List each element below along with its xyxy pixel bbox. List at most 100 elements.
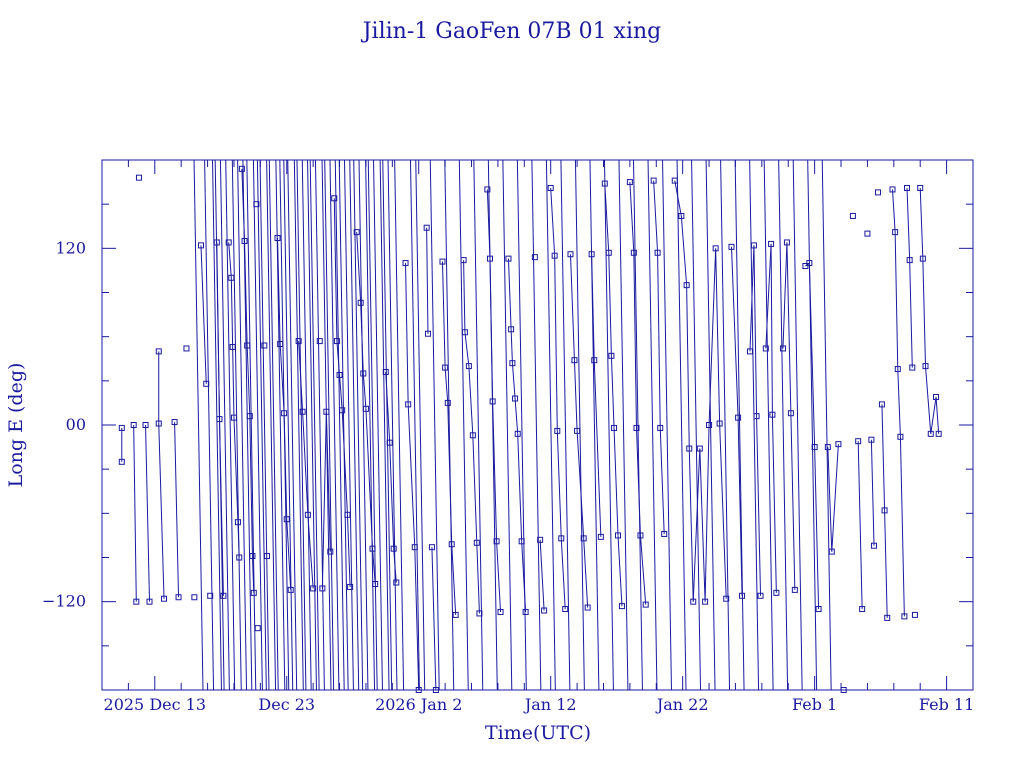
track-segment — [259, 160, 270, 690]
data-point — [250, 589, 257, 596]
marker-connector — [891, 189, 896, 233]
marker-connector — [899, 436, 905, 617]
track-segment — [283, 160, 294, 690]
marker-connector — [241, 168, 246, 241]
data-point — [917, 184, 924, 191]
data-point — [411, 544, 418, 551]
marker-connector — [476, 542, 480, 614]
data-point — [909, 364, 916, 371]
data-point — [155, 420, 162, 427]
marker-connector — [560, 538, 566, 610]
data-point — [580, 535, 587, 542]
data-point — [881, 507, 888, 514]
data-point — [357, 299, 364, 306]
data-point — [283, 516, 290, 523]
marker-connector — [393, 548, 397, 583]
track-segment — [516, 160, 527, 690]
marker-connector — [244, 240, 248, 346]
track-segment — [293, 160, 304, 690]
data-point — [304, 511, 311, 518]
marker-connector — [827, 447, 833, 552]
track-segment — [382, 160, 393, 690]
data-point — [769, 411, 776, 418]
marker-connector — [230, 277, 234, 347]
data-point — [369, 545, 376, 552]
marker-connector — [715, 248, 721, 424]
data-point — [241, 237, 248, 244]
track-segment — [821, 160, 832, 690]
data-point — [554, 427, 561, 434]
data-point — [333, 338, 340, 345]
data-point — [486, 255, 493, 262]
data-point — [783, 239, 790, 246]
track-segment — [365, 160, 376, 690]
data-point — [897, 433, 904, 440]
data-point — [868, 436, 875, 443]
marker-connector — [356, 232, 362, 303]
marker-connector — [333, 198, 338, 342]
marker-connector — [719, 423, 727, 599]
marker-connector — [389, 442, 395, 549]
data-point — [327, 548, 334, 555]
data-point — [213, 239, 220, 246]
track-segment — [647, 160, 658, 690]
data-point — [146, 598, 153, 605]
data-point — [716, 420, 723, 427]
data-point — [135, 174, 142, 181]
data-point — [753, 413, 760, 420]
marker-connector — [218, 419, 224, 596]
data-point — [531, 254, 538, 261]
data-point — [815, 606, 822, 613]
data-point — [618, 603, 625, 610]
marker-connector — [341, 410, 348, 515]
data-point — [175, 594, 182, 601]
marker-connector — [517, 433, 523, 542]
data-point — [728, 243, 735, 250]
data-point — [442, 364, 449, 371]
data-point — [889, 186, 896, 193]
data-point — [249, 553, 256, 560]
marker-connector — [657, 252, 661, 428]
data-point — [597, 533, 604, 540]
marker-connector — [573, 360, 578, 431]
data-point — [864, 230, 871, 237]
marker-connector — [770, 243, 773, 415]
marker-connector — [576, 430, 585, 539]
data-point — [336, 371, 343, 378]
track-segment — [256, 160, 267, 690]
data-point — [702, 598, 709, 605]
data-point — [806, 260, 813, 267]
data-point — [390, 545, 397, 552]
marker-connector — [604, 183, 610, 253]
data-point — [316, 338, 323, 345]
data-point — [551, 252, 558, 259]
marker-connector — [492, 401, 498, 542]
data-point — [261, 342, 268, 349]
data-point — [299, 408, 306, 415]
data-point — [706, 422, 713, 428]
marker-connector — [486, 189, 491, 259]
marker-connector — [556, 430, 562, 539]
track-segment — [720, 160, 731, 690]
track-segment — [193, 160, 204, 690]
marker-connector — [659, 427, 665, 534]
track-segment — [204, 160, 215, 690]
track-lines — [121, 160, 940, 690]
data-point — [339, 407, 346, 414]
marker-connector — [277, 238, 281, 345]
track-segment — [287, 160, 298, 690]
data-point — [849, 212, 856, 219]
data-point — [750, 242, 757, 249]
data-point — [236, 554, 243, 561]
marker-connector — [362, 373, 367, 409]
data-point — [319, 585, 326, 592]
data-point — [493, 538, 500, 545]
y-tick-label: 00 — [66, 415, 86, 434]
x-tick-label: Feb 11 — [919, 695, 974, 714]
data-point — [650, 177, 657, 184]
track-segment — [329, 160, 340, 690]
data-point — [393, 579, 400, 586]
data-point — [452, 611, 459, 618]
marker-connector — [496, 541, 502, 613]
data-point — [263, 553, 270, 560]
